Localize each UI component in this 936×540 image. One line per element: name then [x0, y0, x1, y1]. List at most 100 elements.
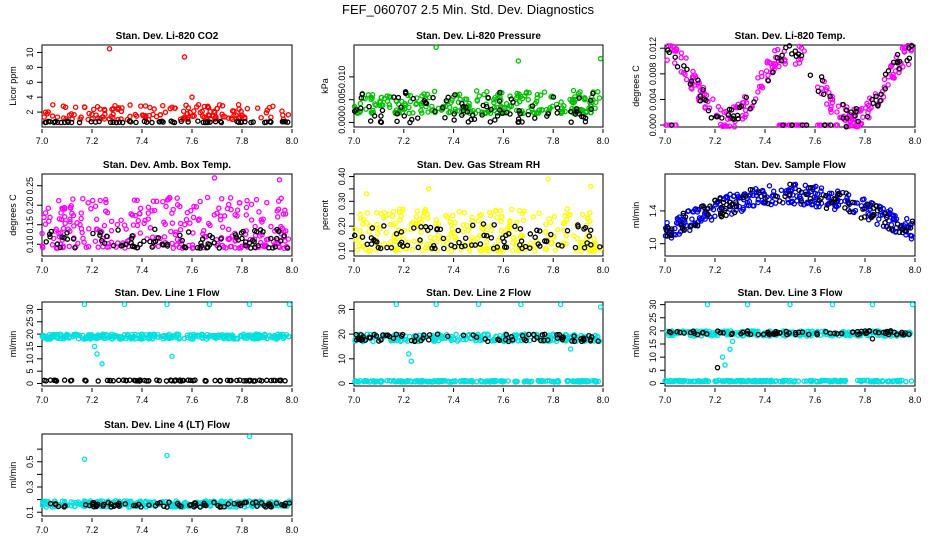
- series-3: [353, 331, 601, 345]
- data-point: [545, 176, 551, 182]
- data-point: [190, 377, 196, 384]
- data-point: [77, 116, 83, 123]
- data-point: [788, 199, 795, 206]
- data-point: [789, 122, 796, 128]
- chart-panel-4: Stan. Dev. Amb. Box Temp. degrees C 7.0 7.2…: [8, 160, 298, 275]
- data-point: [276, 377, 282, 384]
- data-point: [488, 223, 495, 229]
- data-point: [766, 378, 772, 384]
- data-point: [371, 113, 378, 119]
- data-point: [234, 377, 240, 384]
- data-point: [166, 335, 173, 342]
- y-axis-label: percent: [320, 199, 330, 230]
- data-point: [352, 378, 359, 385]
- data-point: [798, 56, 804, 62]
- data-point: [128, 235, 135, 242]
- data-point: [823, 193, 829, 199]
- data-point: [582, 115, 589, 121]
- data-point: [234, 213, 240, 219]
- data-point: [909, 218, 916, 224]
- x-tick-label: 7.2: [709, 265, 722, 275]
- data-point: [71, 111, 77, 118]
- data-point: [74, 332, 80, 338]
- data-point: [178, 503, 184, 510]
- y-axis-label: ml/min: [320, 331, 330, 358]
- data-point: [727, 191, 733, 198]
- data-point: [789, 51, 795, 57]
- data-point: [272, 244, 278, 250]
- data-point: [537, 92, 544, 98]
- data-point: [827, 93, 833, 100]
- data-point: [815, 88, 822, 95]
- data-point: [280, 211, 287, 217]
- data-point: [47, 377, 54, 383]
- data-point: [217, 216, 224, 223]
- data-point: [108, 227, 115, 234]
- data-point: [870, 205, 877, 211]
- data-point: [818, 378, 824, 384]
- data-point: [168, 228, 174, 235]
- data-point: [243, 212, 249, 218]
- data-point: [596, 95, 603, 101]
- data-point: [257, 239, 264, 246]
- data-point: [879, 212, 886, 218]
- data-point: [477, 241, 484, 247]
- data-point: [469, 214, 475, 221]
- data-point: [432, 108, 438, 115]
- data-point: [237, 502, 244, 509]
- data-point: [243, 204, 250, 211]
- data-point: [66, 243, 73, 250]
- data-point: [170, 206, 176, 213]
- data-point: [828, 109, 834, 115]
- data-point: [110, 111, 116, 117]
- data-point: [512, 223, 518, 230]
- data-point: [48, 228, 55, 235]
- x-tick-label: 7.0: [36, 136, 49, 146]
- data-point: [483, 238, 490, 245]
- data-point: [448, 248, 455, 254]
- data-point: [134, 244, 141, 251]
- data-point: [156, 377, 163, 384]
- data-point: [726, 199, 733, 205]
- x-tick-label: 7.8: [547, 395, 560, 405]
- data-point: [393, 231, 400, 237]
- data-point: [121, 222, 128, 228]
- data-point: [460, 332, 467, 338]
- data-point: [106, 244, 112, 250]
- data-point: [708, 115, 715, 121]
- data-point: [64, 236, 71, 242]
- chart-title: Stan. Dev. Li-820 Pressure: [416, 31, 541, 42]
- data-point: [450, 212, 456, 219]
- chart-title: Stan. Dev. Li-820 CO2: [116, 31, 219, 42]
- data-point: [494, 244, 501, 250]
- data-point: [169, 240, 175, 247]
- plot-frame: [41, 301, 293, 387]
- chart-panel-8: Stan. Dev. Line 2 Flow ml/min 7.0 7.2 7.4 7.6…: [320, 288, 609, 405]
- data-point: [283, 228, 289, 234]
- data-point: [219, 111, 225, 117]
- data-point: [834, 122, 841, 128]
- plot-frame: [664, 301, 916, 387]
- data-point: [204, 331, 211, 338]
- data-point: [373, 209, 380, 216]
- data-point: [734, 191, 740, 198]
- data-point: [351, 226, 358, 233]
- y-tick-label: 0: [25, 381, 35, 386]
- data-point: [205, 244, 211, 250]
- data-point: [447, 104, 453, 111]
- data-point: [798, 195, 804, 202]
- x-tick-label: 7.6: [497, 265, 510, 275]
- data-point: [425, 337, 432, 343]
- data-point: [896, 65, 902, 72]
- data-point: [440, 235, 447, 242]
- data-point: [207, 222, 213, 229]
- data-point: [249, 500, 256, 506]
- data-point: [238, 230, 245, 236]
- data-point: [572, 111, 579, 117]
- data-point: [517, 242, 523, 248]
- data-point: [434, 226, 441, 232]
- data-point: [187, 220, 193, 226]
- data-point: [674, 64, 681, 70]
- plot-frame: [353, 44, 604, 128]
- data-point: [55, 197, 62, 204]
